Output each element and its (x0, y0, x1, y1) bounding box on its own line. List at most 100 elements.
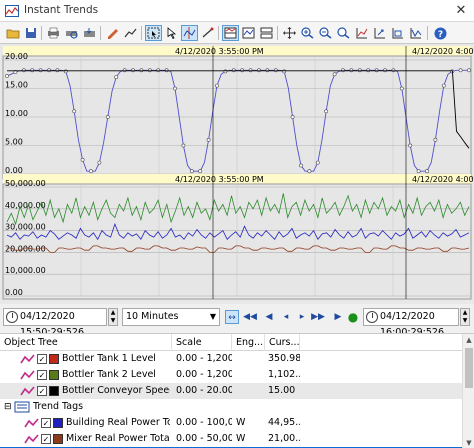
trend-app-icon (5, 5, 19, 17)
window-title: Instant Trends (24, 4, 99, 16)
table-row[interactable]: ✓ Building Real Power Total 0.00 - 100,0..… (0, 415, 462, 431)
select-cursor-icon[interactable] (145, 25, 162, 41)
bottom-cursor-timestamp: 4/12/2020 3:55:00 PM (175, 175, 264, 184)
column-header-cursor[interactable]: Curs... (265, 334, 300, 351)
column-header-scale[interactable]: Scale (172, 334, 232, 351)
scale-icon[interactable] (353, 25, 370, 41)
prev-page-icon[interactable]: ◀ (265, 312, 273, 322)
data-point (21, 68, 26, 73)
start-time-value: 04/12/2020 15:50:29:526 (20, 311, 84, 338)
end-time-field[interactable]: 04/12/2020 16:00:29:526 (363, 308, 459, 338)
last-page-icon[interactable]: ▶ (334, 312, 342, 322)
visible-checkbox[interactable]: ✓ (41, 434, 51, 444)
print-preview-icon[interactable] (63, 25, 80, 41)
y-tick-label: 30,000.00 (5, 223, 46, 232)
pen-icon[interactable] (104, 25, 121, 41)
bottom-right-timestamp: 4/12/2020 4:00:0 (412, 175, 474, 184)
data-point (89, 169, 93, 174)
title-bar: Instant Trends ✕ (0, 0, 474, 22)
table-row[interactable]: ✓ Bottler Conveyor Speed 0.00 - 20.00 15.00 (0, 383, 462, 399)
next-step-icon[interactable]: ▸ (299, 312, 305, 322)
tag-name: Bottler Conveyor Speed (62, 385, 170, 396)
zoom-in-icon[interactable] (299, 25, 316, 41)
autoscale-icon[interactable] (371, 25, 388, 41)
series-line-2 (6, 193, 470, 226)
list-view-icon[interactable] (240, 25, 257, 41)
time-range-icon[interactable]: ↔ (225, 310, 239, 324)
pen-style-icon (24, 418, 39, 428)
live-mode-icon[interactable]: ● (347, 310, 359, 324)
pointer-icon[interactable] (163, 25, 180, 41)
data-point (433, 137, 438, 142)
help-icon[interactable]: ? (432, 25, 449, 41)
end-time-spinner[interactable]: ▲ ▼ (460, 308, 470, 326)
close-icon[interactable]: ✕ (455, 3, 467, 18)
open-folder-icon[interactable] (4, 25, 21, 41)
trend-chart-svg[interactable]: 4/12/2020 3:55:00 PM 4/12/2020 4:00:0 20… (0, 44, 474, 304)
y-tick-label: 15.00 (5, 81, 28, 90)
start-time-spinner[interactable]: ▲ ▼ (108, 308, 118, 326)
tag-cursor-value: 21,00... (268, 433, 300, 444)
data-point (215, 83, 219, 88)
table-row[interactable]: ✓ Bottler Tank 1 Level 0.00 - 1,200... 350.… (0, 351, 462, 367)
zoom-out-icon[interactable] (317, 25, 334, 41)
prev-step-icon[interactable]: ◂ (283, 312, 289, 322)
color-swatch[interactable] (49, 370, 59, 380)
data-point (425, 169, 429, 174)
scroll-up-icon[interactable]: ▲ (466, 336, 472, 344)
data-point (265, 68, 270, 73)
tree-group-row[interactable]: ⊟ Trend Tags (0, 399, 462, 415)
column-header-eng[interactable]: Eng... (232, 334, 265, 351)
column-header-object-tree[interactable]: Object Tree (0, 334, 172, 351)
vertical-scrollbar[interactable]: ▲ ▼ (462, 334, 474, 448)
data-point (72, 109, 77, 114)
stacked-view-icon[interactable] (258, 25, 275, 41)
scroll-down-icon[interactable]: ▼ (466, 439, 472, 447)
series-line-4 (7, 245, 470, 253)
collapse-icon[interactable]: ⊟ (4, 402, 12, 412)
tag-scale: 0.00 - 100,0... (176, 417, 232, 428)
color-swatch[interactable] (53, 434, 63, 444)
data-point (231, 68, 236, 73)
color-swatch[interactable] (49, 354, 59, 364)
data-point (223, 69, 228, 74)
table-row[interactable]: ✓ Mixer Real Power Total 0.00 - 50,00... W 2… (0, 431, 462, 447)
trend-line-icon[interactable] (122, 25, 139, 41)
table-row[interactable]: ✓ Bottler Tank 2 Level 0.00 - 1,200... 1,10… (0, 367, 462, 383)
cursor-line-icon[interactable] (181, 25, 198, 41)
y-tick-label: 50,000.00 (5, 179, 46, 188)
data-point (441, 83, 446, 88)
start-time-field[interactable]: 04/12/2020 15:50:29:526 (3, 308, 107, 338)
annotate-icon[interactable] (199, 25, 216, 41)
pen-style-icon (24, 434, 39, 444)
color-swatch[interactable] (53, 418, 63, 428)
visible-checkbox[interactable]: ✓ (37, 386, 47, 396)
tag-eng-units (236, 383, 264, 399)
tag-eng-units: W (236, 433, 246, 444)
chevron-down-icon: ▼ (209, 312, 216, 321)
y-tick-label: 0.00 (5, 166, 23, 175)
trend-chart[interactable]: 4/12/2020 3:55:00 PM 4/12/2020 4:00:0 20… (0, 44, 474, 304)
reset-scale-icon[interactable] (407, 25, 424, 41)
tag-eng-units (236, 351, 264, 367)
duration-select[interactable]: 10 Minutes ▼ (122, 308, 220, 326)
fit-all-icon[interactable] (389, 25, 406, 41)
data-point (147, 68, 152, 73)
data-point (458, 68, 463, 73)
grid-view-icon[interactable] (222, 25, 239, 41)
visible-checkbox[interactable]: ✓ (37, 370, 47, 380)
print-icon[interactable] (45, 25, 62, 41)
visible-checkbox[interactable]: ✓ (37, 354, 47, 364)
data-point (122, 68, 127, 73)
pan-icon[interactable] (281, 25, 298, 41)
scroll-thumb[interactable] (465, 348, 473, 388)
next-page-icon[interactable]: ▶▶ (311, 312, 325, 322)
series-line-3 (6, 222, 470, 241)
save-icon[interactable] (22, 25, 39, 41)
visible-checkbox[interactable]: ✓ (41, 418, 51, 428)
zoom-fit-icon[interactable] (335, 25, 352, 41)
color-swatch[interactable] (49, 386, 59, 396)
export-icon[interactable] (81, 25, 98, 41)
first-page-icon[interactable]: ◀◀ (243, 312, 257, 322)
y-tick-label: 20,000.00 (5, 244, 46, 253)
